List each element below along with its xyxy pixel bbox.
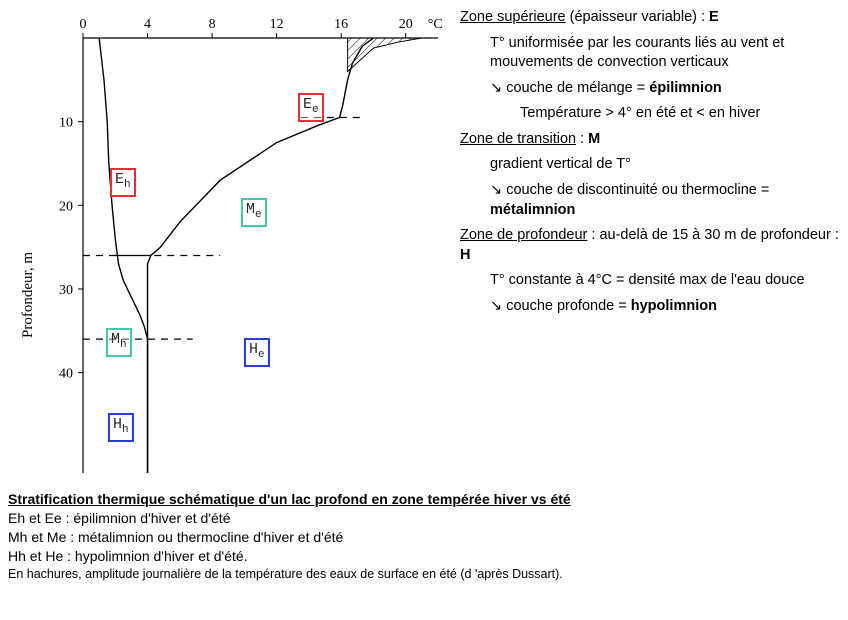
- zone-label-Ee: Ee: [298, 93, 324, 122]
- footer-line-2: Mh et Me : métalimnion ou thermocline d'…: [8, 528, 840, 547]
- zone-M-desc: gradient vertical de T°: [490, 155, 840, 175]
- zone-label-Mh: Mh: [106, 328, 132, 357]
- zone-label-Me: Me: [241, 198, 267, 227]
- zone-E-arrow: couche de mélange = épilimnion: [490, 79, 840, 99]
- footer-title: Stratification thermique schématique d'u…: [8, 490, 840, 509]
- svg-text:40: 40: [59, 367, 73, 382]
- svg-text:12: 12: [270, 17, 284, 32]
- footer-line-3: Hh et He : hypolimnion d'hiver et d'été.: [8, 547, 840, 566]
- zone-E-title: Zone supérieure (épaisseur variable) : E: [460, 8, 840, 28]
- zone-label-He: He: [244, 338, 270, 367]
- zone-H-arrow: couche profonde = hypolimnion: [490, 297, 840, 317]
- y-axis-label: Profondeur, m: [20, 252, 37, 338]
- svg-text:°C: °C: [428, 17, 443, 32]
- svg-text:16: 16: [334, 17, 348, 32]
- zone-E-desc: T° uniformisée par les courants liés au …: [490, 34, 840, 73]
- zone-H-title: Zone de profondeur : au-delà de 15 à 30 …: [460, 226, 840, 265]
- footer-line-1: Eh et Ee : épilimnion d'hiver et d'été: [8, 509, 840, 528]
- stratification-chart: 0 4 8 12 16 20 °C 10 20 30 40 Profondeur, m Ee Eh Me…: [8, 8, 448, 478]
- zone-label-Hh: Hh: [108, 413, 134, 442]
- svg-text:10: 10: [59, 116, 73, 131]
- notes-panel: Zone supérieure (épaisseur variable) : E…: [460, 8, 840, 478]
- zone-E-temp: Température > 4° en été et < en hiver: [520, 104, 840, 124]
- zone-M-title: Zone de transition : M: [460, 130, 840, 150]
- footer-caption: Stratification thermique schématique d'u…: [8, 490, 840, 582]
- svg-text:0: 0: [80, 17, 87, 32]
- svg-text:30: 30: [59, 283, 73, 298]
- svg-text:20: 20: [399, 17, 413, 32]
- footer-line-4: En hachures, amplitude journalière de la…: [8, 566, 840, 583]
- svg-text:4: 4: [144, 17, 151, 32]
- zone-H-desc: T° constante à 4°C = densité max de l'ea…: [490, 271, 840, 291]
- zone-label-Eh: Eh: [110, 168, 136, 197]
- zone-M-arrow: couche de discontinuité ou thermocline =…: [490, 181, 840, 220]
- svg-text:20: 20: [59, 199, 73, 214]
- svg-text:8: 8: [209, 17, 216, 32]
